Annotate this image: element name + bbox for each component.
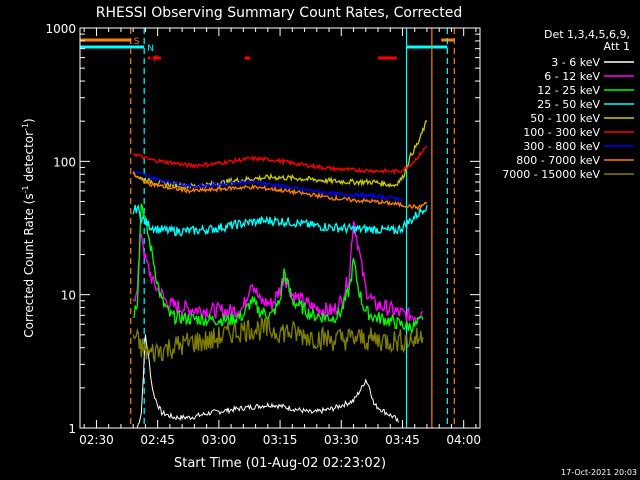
flag-label: F xyxy=(153,55,158,65)
series-line xyxy=(132,145,428,175)
legend-header-line1: Det 1,3,4,5,6,9, xyxy=(544,28,630,41)
series-line xyxy=(132,204,428,237)
legend-label: 12 - 25 keV xyxy=(537,84,600,97)
y-tick-label: 100 xyxy=(53,155,76,169)
flag-label: S xyxy=(134,37,140,47)
series-line xyxy=(133,170,403,202)
x-tick-label: 03:30 xyxy=(324,433,359,447)
legend-label: 100 - 300 keV xyxy=(523,126,600,139)
flag-bar xyxy=(147,56,151,60)
x-tick-label: 03:00 xyxy=(202,433,237,447)
flag-bar xyxy=(80,38,131,42)
legend-label: 6 - 12 keV xyxy=(544,70,600,83)
flag-bar xyxy=(244,56,251,60)
y-tick-label: 1 xyxy=(68,422,76,436)
y-axis-label-sup1: -1 xyxy=(21,185,30,193)
x-tick-label: 04:00 xyxy=(446,433,481,447)
series-lines xyxy=(132,120,428,429)
legend-label: 800 - 7000 keV xyxy=(516,154,600,167)
footer-timestamp: 17-Oct-2021 20:03 xyxy=(561,468,637,477)
series-line xyxy=(136,334,399,429)
y-axis-label-mid: detector xyxy=(22,131,36,186)
flag-bar xyxy=(152,56,161,60)
legend-label: 25 - 50 keV xyxy=(537,98,600,111)
x-axis-label: Start Time (01-Aug-02 02:23:02) xyxy=(174,456,386,471)
x-tick-label: 03:15 xyxy=(263,433,298,447)
legend-label: 50 - 100 keV xyxy=(530,112,600,125)
y-axis-label-sup2: -1 xyxy=(21,123,30,131)
series-line xyxy=(132,221,424,324)
legend-label: 3 - 6 keV xyxy=(551,56,600,69)
series-line xyxy=(132,317,424,363)
x-tick-label: 03:45 xyxy=(385,433,420,447)
flag-bar xyxy=(80,45,145,49)
y-tick-label: 1000 xyxy=(45,22,76,36)
series-line xyxy=(132,120,428,192)
series-line xyxy=(132,172,428,211)
x-tick-label: 02:30 xyxy=(79,433,114,447)
chart-title: RHESSI Observing Summary Count Rates, Co… xyxy=(96,5,462,21)
y-axis-label-main: Corrected Count Rate (s xyxy=(22,193,36,337)
flag-label: N xyxy=(147,44,154,54)
series-line xyxy=(132,203,424,336)
flag-bar xyxy=(406,45,448,49)
y-tick-label: 10 xyxy=(61,289,76,303)
flag-bar xyxy=(377,56,397,60)
axes: 1000 100 10 102:30 02:45 03:00 03:15 03:30 03:45… xyxy=(45,22,481,447)
y-axis-label-end: ) xyxy=(22,118,36,123)
legend-label: 300 - 800 keV xyxy=(523,140,600,153)
y-axis-label: Corrected Count Rate (s-1 detector-1) xyxy=(21,118,36,337)
legend-header-line2: Att 1 xyxy=(604,40,630,53)
legend-label: 7000 - 15000 keV xyxy=(502,168,600,181)
x-tick-label: 02:45 xyxy=(140,433,175,447)
